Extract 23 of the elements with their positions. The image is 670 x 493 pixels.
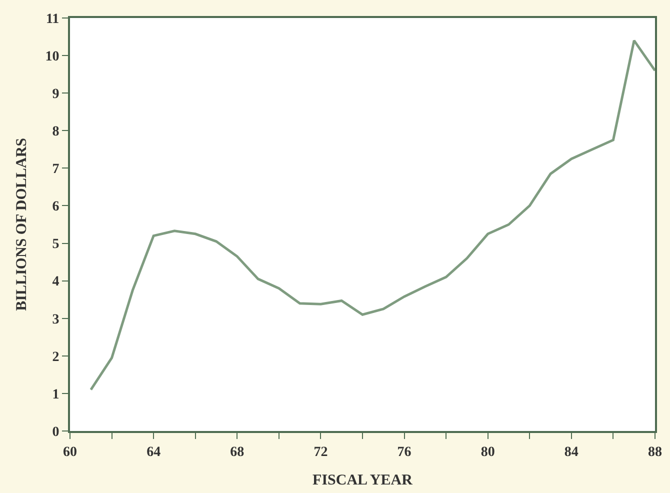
x-tick-label: 68	[230, 444, 244, 460]
y-tick-label: 7	[52, 162, 60, 178]
x-tick-label: 72	[314, 444, 328, 460]
y-axis-title: BILLIONS OF DOLLARS	[14, 138, 30, 311]
line-series	[90, 39, 655, 391]
x-tick-label: 60	[63, 444, 77, 460]
y-tick-label: 2	[52, 350, 60, 365]
y-tick-label: 1	[52, 387, 60, 402]
x-tick-label: 64	[146, 444, 161, 460]
y-tick-label: 10	[45, 49, 60, 64]
y-tick-label: 0	[52, 424, 60, 440]
y-tick-label: 6	[52, 200, 60, 215]
x-tick-label: 80	[480, 444, 495, 460]
y-tick-label: 4	[52, 274, 60, 290]
x-tick-label: 88	[648, 444, 662, 460]
x-axis-title: FISCAL YEAR	[312, 472, 413, 488]
y-tick-label: 8	[52, 124, 60, 140]
y-tick-label: 9	[52, 86, 60, 102]
x-tick-label: 76	[397, 444, 412, 460]
x-tick-label: 84	[564, 444, 578, 460]
y-tick-label: 11	[46, 12, 60, 27]
y-tick-label: 5	[52, 237, 60, 252]
y-tick-label: 3	[52, 312, 60, 328]
